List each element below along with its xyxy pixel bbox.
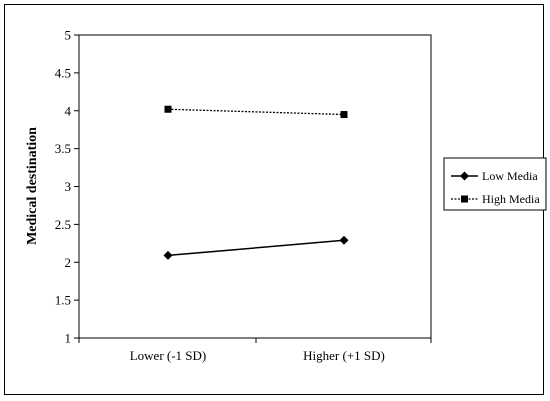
y-tick-label: 3.5 — [55, 141, 71, 156]
legend-label: Low Media — [482, 169, 538, 183]
series-line — [167, 108, 345, 116]
y-tick-label: 2.5 — [55, 217, 71, 232]
series-high-media — [164, 105, 348, 119]
data-point — [340, 111, 348, 119]
y-tick-label: 1.5 — [55, 293, 71, 308]
series-layer — [163, 105, 349, 260]
legend-marker — [461, 195, 468, 203]
data-point — [339, 235, 349, 245]
y-tick-label: 5 — [65, 28, 72, 43]
legend-marker — [460, 171, 469, 181]
y-axis-ticks: 1 1.5 2 2.5 3 3.5 4 4.5 5 — [55, 28, 79, 346]
legend-items: Low Media High Media — [451, 169, 540, 206]
y-axis-label: Medical destination — [25, 127, 40, 245]
y-tick-label: 1 — [65, 331, 72, 346]
x-tick-label: Higher (+1 SD) — [303, 348, 385, 363]
series-low-media — [163, 235, 349, 260]
x-tick-label: Lower (-1 SD) — [130, 348, 207, 363]
legend-box — [443, 157, 547, 211]
plot-area — [78, 34, 432, 339]
data-point — [164, 105, 172, 113]
x-axis-ticks: Lower (-1 SD) Higher (+1 SD) — [78, 338, 432, 363]
data-point — [163, 250, 173, 260]
y-tick-label: 3 — [65, 179, 72, 194]
legend: Low Media High Media — [443, 157, 547, 211]
y-tick-label: 4.5 — [55, 65, 71, 80]
series-line — [167, 239, 345, 257]
y-tick-label: 4 — [65, 103, 72, 118]
legend-label: High Media — [482, 192, 540, 206]
y-tick-label: 2 — [65, 255, 72, 270]
